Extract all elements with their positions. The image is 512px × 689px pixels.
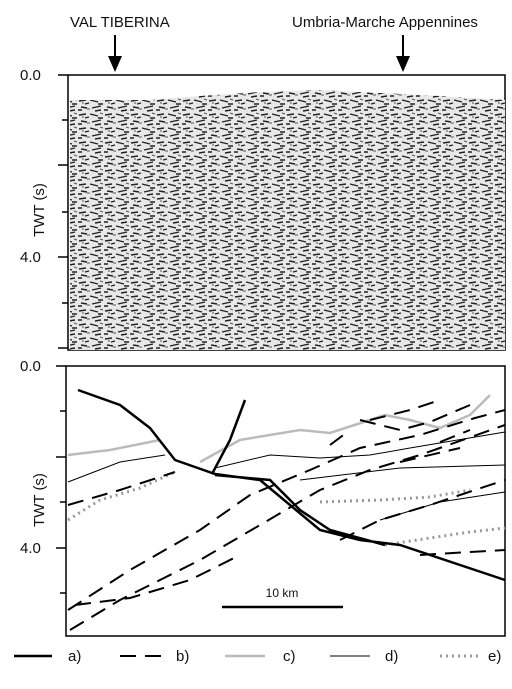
scale-bar-label: 10 km: [266, 586, 299, 600]
seismic-image: [70, 90, 505, 350]
legend-label: a): [68, 648, 81, 665]
legend-label: b): [176, 648, 189, 665]
location-label: VAL TIBERINA: [70, 14, 170, 31]
tick-label: 4.0: [20, 540, 41, 557]
interpretation-lines: [67, 388, 506, 631]
tick-label: 0.0: [20, 358, 41, 375]
axis-label: TWT (s): [31, 473, 48, 527]
legend-label: d): [385, 648, 398, 665]
legend-label: c): [283, 648, 296, 665]
legend-label: e): [488, 648, 501, 665]
location-label: Umbria-Marche Appennines: [292, 14, 478, 31]
axis-ticks: [56, 365, 66, 594]
tick-label: 4.0: [20, 249, 41, 266]
axis-label: TWT (s): [31, 183, 48, 237]
arrow: [108, 35, 410, 72]
axis-ticks: [58, 74, 68, 349]
tick-label: 0.0: [20, 67, 41, 84]
